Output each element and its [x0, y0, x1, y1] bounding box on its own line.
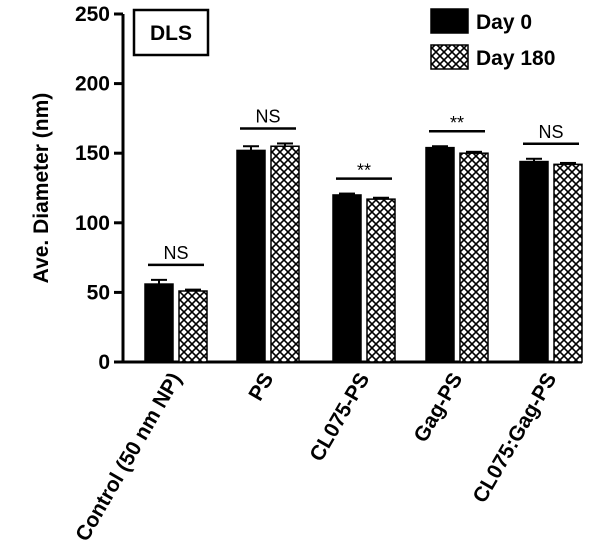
y-tick-label: 200: [75, 73, 110, 96]
x-tick-label: CL075:Gag-PS: [468, 369, 561, 507]
tag-label: DLS: [150, 22, 192, 45]
y-tick-label: 150: [75, 142, 110, 165]
x-tick-label: Control (50 nm NP): [71, 369, 186, 545]
x-tick-labels: Control (50 nm NP) PS CL075-PS Gag-PS CL075:…: [71, 369, 561, 545]
bar-day-180: [459, 152, 489, 363]
y-tick-label: 0: [98, 351, 110, 374]
tag-box: DLS: [132, 8, 210, 57]
tag-box-frame: [132, 8, 210, 57]
legend-label-day-0: Day 0: [476, 11, 532, 34]
bar-day-180: [270, 145, 300, 363]
significance-label: NS: [538, 122, 563, 142]
bar-day-0: [332, 194, 362, 363]
x-tick-label: Gag-PS: [409, 369, 467, 446]
legend-swatch-day-180: [430, 44, 469, 70]
legend-swatch-day-0: [430, 8, 469, 34]
bar-day-0: [425, 146, 455, 363]
significance-label: **: [357, 161, 371, 181]
bar-day-0: [236, 149, 266, 363]
legend-label-day-180: Day 180: [476, 47, 555, 70]
bar-day-180: [553, 163, 583, 363]
bar-day-180: [178, 290, 208, 363]
significance-annotations: NS NS ** ** NS: [148, 106, 579, 267]
legend: Day 0 Day 180: [430, 8, 555, 70]
bar-day-0: [144, 283, 174, 363]
significance-label: NS: [163, 243, 188, 263]
bar-day-180: [366, 198, 396, 363]
x-tick-label: CL075-PS: [305, 369, 374, 465]
y-axis-label: Ave. Diameter (nm): [30, 93, 53, 284]
x-tick-label: PS: [244, 369, 278, 405]
y-tick-label: 250: [75, 3, 110, 26]
bars: [144, 142, 583, 363]
significance-label: NS: [255, 106, 280, 126]
y-tick-label: 100: [75, 212, 110, 235]
significance-label: **: [450, 113, 464, 133]
y-ticks: 0 50 100 150 200 250: [75, 3, 123, 374]
bar-day-0: [519, 160, 549, 363]
y-tick-label: 50: [87, 281, 110, 304]
